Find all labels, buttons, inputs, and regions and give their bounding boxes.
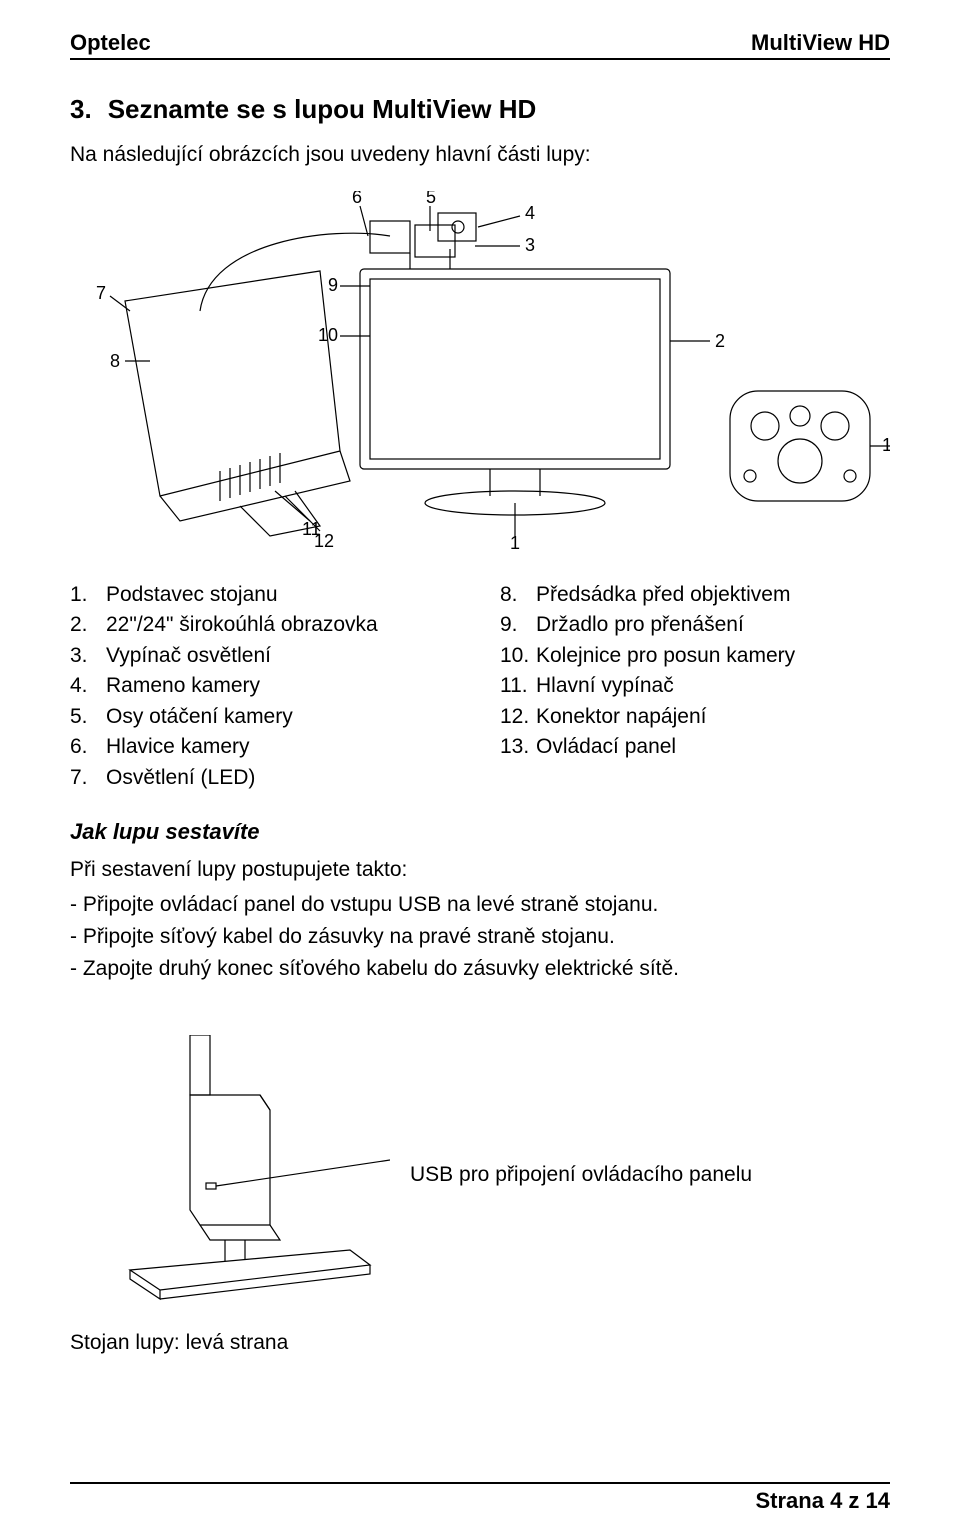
item-num: 9.: [500, 610, 530, 640]
item-text: 22"/24" širokoúhlá obrazovka: [106, 610, 378, 640]
device-diagram-svg: 1 2 3 4 5 6 7 8 9 10 11 12 13: [70, 191, 890, 551]
item-text: Podstavec stojanu: [106, 580, 278, 610]
camera-head: [370, 213, 476, 269]
item-text: Osy otáčení kamery: [106, 702, 293, 732]
item-text: Ovládací panel: [536, 732, 676, 762]
monitor-front: [360, 269, 670, 515]
item-text: Konektor napájení: [536, 702, 706, 732]
callout-10: 10: [318, 325, 338, 345]
item-text: Vypínač osvětlení: [106, 641, 271, 671]
callout-4: 4: [525, 203, 535, 223]
monitor-rear: [125, 271, 350, 536]
parts-columns: 1.Podstavec stojanu 2.22"/24" širokoúhlá…: [70, 580, 890, 793]
list-item: 1.Podstavec stojanu: [70, 580, 460, 610]
item-num: 7.: [70, 763, 100, 793]
assembly-lead: Při sestavení lupy postupujete takto:: [70, 855, 890, 885]
callout-5: 5: [426, 191, 436, 207]
intro-text: Na následující obrázcích jsou uvedeny hl…: [70, 143, 890, 167]
list-item: 8.Předsádka před objektivem: [500, 580, 890, 610]
callout-1: 1: [510, 533, 520, 551]
header-left: Optelec: [70, 30, 151, 56]
item-num: 6.: [70, 732, 100, 762]
callout-9: 9: [328, 275, 338, 295]
list-item: 9.Držadlo pro přenášení: [500, 610, 890, 640]
parts-left: 1.Podstavec stojanu 2.22"/24" širokoúhlá…: [70, 580, 460, 793]
item-text: Osvětlení (LED): [106, 763, 255, 793]
list-item: 10.Kolejnice pro posun kamery: [500, 641, 890, 671]
item-num: 3.: [70, 641, 100, 671]
lower-figure: USB pro připojení ovládacího panelu: [70, 1035, 890, 1315]
list-item: 5.Osy otáčení kamery: [70, 702, 460, 732]
list-item: 13.Ovládací panel: [500, 732, 890, 762]
item-num: 13.: [500, 732, 530, 762]
item-num: 12.: [500, 702, 530, 732]
item-num: 10.: [500, 641, 530, 671]
item-num: 4.: [70, 671, 100, 701]
item-num: 1.: [70, 580, 100, 610]
page-footer: Strana 4 z 14: [70, 1482, 890, 1514]
callout-8: 8: [110, 351, 120, 371]
assembly-step: - Připojte síťový kabel do zásuvky na pr…: [70, 922, 890, 952]
list-item: 4.Rameno kamery: [70, 671, 460, 701]
callout-labels: 1 2 3 4 5 6 7 8 9 10 11 12 13: [96, 191, 890, 551]
item-text: Držadlo pro přenášení: [536, 610, 744, 640]
figure-caption: Stojan lupy: levá strana: [70, 1331, 890, 1355]
assembly-heading: Jak lupu sestavíte: [70, 819, 890, 845]
section-number: 3.: [70, 94, 92, 125]
item-num: 11.: [500, 671, 530, 701]
list-item: 7.Osvětlení (LED): [70, 763, 460, 793]
parts-right: 8.Předsádka před objektivem 9.Držadlo pr…: [500, 580, 890, 793]
main-diagram: 1 2 3 4 5 6 7 8 9 10 11 12 13: [70, 191, 890, 556]
list-item: 12.Konektor napájení: [500, 702, 890, 732]
list-item: 2.22"/24" širokoúhlá obrazovka: [70, 610, 460, 640]
item-num: 2.: [70, 610, 100, 640]
section-heading: Seznamte se s lupou MultiView HD: [108, 94, 537, 125]
list-item: 3.Vypínač osvětlení: [70, 641, 460, 671]
header-right: MultiView HD: [751, 30, 890, 56]
callout-3: 3: [525, 235, 535, 255]
callout-12: 12: [314, 531, 334, 551]
list-item: 11.Hlavní vypínač: [500, 671, 890, 701]
item-text: Hlavice kamery: [106, 732, 250, 762]
item-text: Kolejnice pro posun kamery: [536, 641, 795, 671]
assembly-step: - Zapojte druhý konec síťového kabelu do…: [70, 954, 890, 984]
assembly-step: - Připojte ovládací panel do vstupu USB …: [70, 890, 890, 920]
item-text: Předsádka před objektivem: [536, 580, 790, 610]
page: Optelec MultiView HD 3. Seznamte se s lu…: [0, 0, 960, 1532]
stand-side-svg: [70, 1035, 390, 1315]
callout-13: 13: [882, 435, 890, 455]
section-title: 3. Seznamte se s lupou MultiView HD: [70, 94, 890, 125]
item-text: Rameno kamery: [106, 671, 260, 701]
control-panel: [730, 391, 870, 501]
callout-7: 7: [96, 283, 106, 303]
usb-port-label: USB pro připojení ovládacího panelu: [410, 1163, 752, 1187]
camera-arm: [200, 233, 390, 311]
callout-6: 6: [352, 191, 362, 207]
callout-2: 2: [715, 331, 725, 351]
page-number: Strana 4 z 14: [755, 1488, 890, 1513]
item-num: 5.: [70, 702, 100, 732]
item-text: Hlavní vypínač: [536, 671, 674, 701]
header: Optelec MultiView HD: [70, 30, 890, 60]
list-item: 6.Hlavice kamery: [70, 732, 460, 762]
item-num: 8.: [500, 580, 530, 610]
assembly-steps: - Připojte ovládací panel do vstupu USB …: [70, 890, 890, 985]
